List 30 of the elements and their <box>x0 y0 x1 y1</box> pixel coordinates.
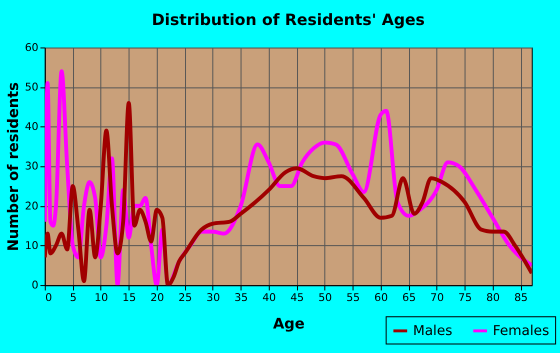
x-tick-label: 5 <box>70 291 77 304</box>
x-tick-label: 20 <box>150 291 164 304</box>
y-tick-label: 0 <box>32 278 39 292</box>
legend-label: Males <box>412 322 452 339</box>
x-tick-label: 70 <box>430 291 444 304</box>
x-tick-label: 50 <box>318 291 332 304</box>
y-tick-label: 50 <box>24 80 39 94</box>
x-tick-label: 0 <box>45 291 52 304</box>
x-tick-label: 85 <box>514 291 528 304</box>
legend-label: Females <box>492 322 550 339</box>
x-tick-label: 80 <box>486 291 500 304</box>
x-tick-label: 10 <box>94 291 108 304</box>
x-tick-label: 55 <box>346 291 360 304</box>
y-tick-label: 30 <box>24 160 39 173</box>
x-tick-label: 25 <box>178 291 192 304</box>
x-tick-label: 40 <box>262 291 276 304</box>
x-axis-title: Age <box>272 315 305 332</box>
x-tick-label: 15 <box>122 291 136 304</box>
y-axis-title: Number of residents <box>5 82 22 252</box>
y-tick-label: 20 <box>24 199 39 212</box>
y-tick-label: 40 <box>24 120 39 134</box>
x-tick-label: 30 <box>206 291 220 304</box>
x-tick-label: 60 <box>374 291 388 304</box>
x-tick-label: 45 <box>290 291 304 304</box>
y-tick-label: 10 <box>24 238 39 252</box>
x-tick-label: 65 <box>402 291 416 304</box>
y-tick-label: 60 <box>24 40 39 54</box>
x-tick-label: 75 <box>458 291 472 304</box>
chart-title: Distribution of Residents' Ages <box>152 11 425 30</box>
x-tick-label: 35 <box>234 291 248 304</box>
